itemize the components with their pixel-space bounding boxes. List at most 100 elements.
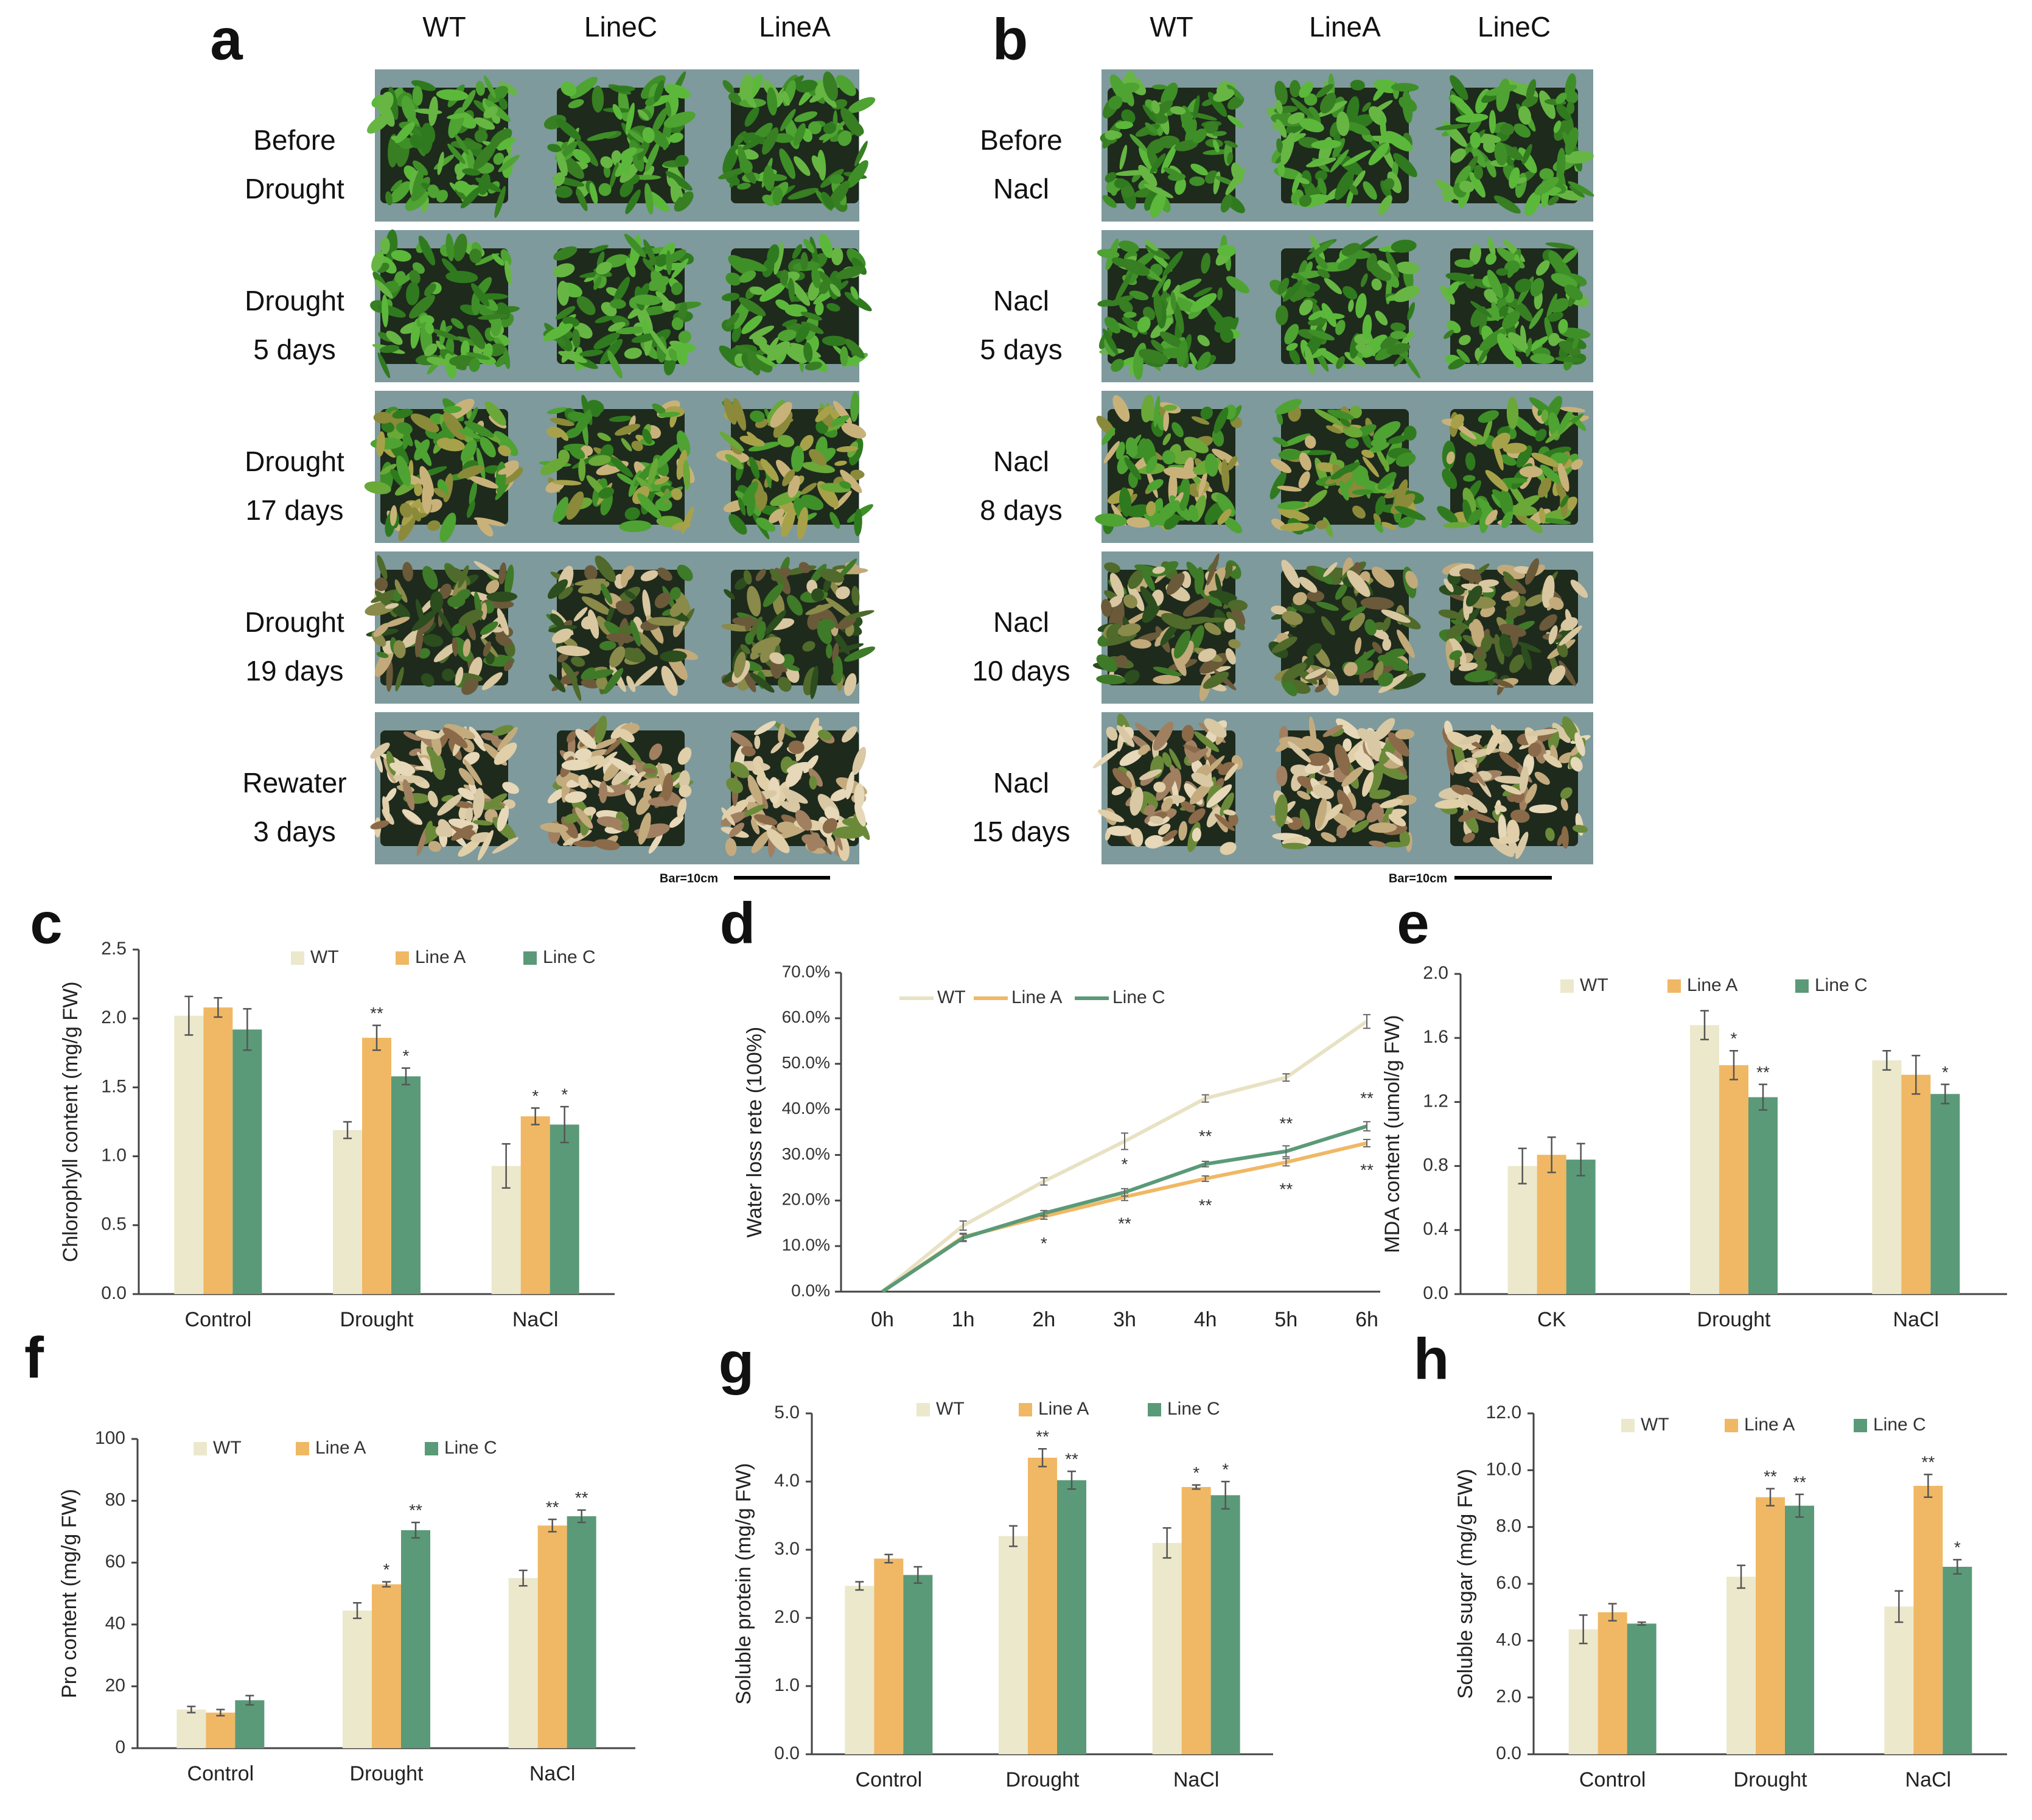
panel-letter-h: h: [1414, 1326, 1450, 1391]
bar: [1913, 1486, 1943, 1754]
leaf: [745, 96, 756, 108]
y-tick-label: 20.0%: [782, 1190, 830, 1209]
leaf: [380, 464, 397, 475]
row-label: Nacl: [993, 606, 1049, 638]
leaf: [831, 247, 843, 265]
leaf: [486, 591, 517, 602]
leaf: [728, 514, 747, 535]
bar: [362, 1037, 391, 1294]
leaf: [655, 254, 669, 267]
bar: [537, 1525, 567, 1748]
leaf: [425, 322, 435, 335]
legend-swatch: [523, 951, 537, 965]
leaf: [676, 449, 687, 480]
legend-swatch: [1560, 979, 1574, 993]
column-header-linea: LineA: [759, 11, 831, 43]
leaf: [722, 80, 735, 94]
y-tick-label: 1.0: [774, 1675, 800, 1695]
leaf: [797, 507, 808, 540]
leaf: [671, 258, 689, 279]
leaf: [439, 513, 456, 542]
x-tick-label: NaCl: [1905, 1768, 1952, 1791]
leaf: [481, 602, 487, 620]
leaf: [625, 189, 641, 214]
x-tick-label: 6h: [1355, 1308, 1378, 1331]
leaf: [839, 481, 851, 489]
legend-label: WT: [213, 1438, 242, 1458]
legend-label: Line A: [1011, 987, 1062, 1007]
leaf: [637, 493, 662, 519]
column-header-linea: LineA: [1309, 11, 1381, 43]
leaf: [453, 233, 467, 262]
row-label: Drought: [245, 606, 344, 638]
y-tick-label: 6.0: [1496, 1573, 1521, 1593]
leaf: [427, 184, 439, 198]
leaf: [731, 324, 741, 343]
x-tick-label: NaCl: [1893, 1308, 1939, 1331]
leaf: [473, 117, 495, 130]
y-tick-label: 2.0: [101, 1007, 127, 1027]
plant-pot: [1269, 399, 1426, 537]
leaf: [466, 352, 491, 360]
significance-mark: *: [1041, 1234, 1047, 1253]
leaf: [836, 265, 865, 279]
leaf: [374, 646, 394, 677]
significance-mark: **: [1199, 1127, 1212, 1146]
plant-pot: [543, 71, 696, 215]
leaf: [410, 135, 424, 149]
leaf: [581, 679, 601, 688]
leaf: [442, 411, 466, 440]
leaf: [800, 483, 817, 495]
leaf: [475, 80, 485, 96]
y-tick-label: 20: [105, 1675, 125, 1695]
significance-mark: **: [1360, 1160, 1374, 1179]
chart-g: g 0.0 1.0 2.0 3.0 4.0 5.0 Soluble protein (mg/g…: [719, 1330, 1273, 1791]
leaf: [844, 292, 872, 312]
y-axis-label: Water loss rete (100%): [743, 1027, 766, 1237]
leaf: [808, 121, 822, 135]
leaf: [438, 608, 453, 635]
significance-mark: *: [1731, 1029, 1737, 1048]
leaf: [749, 286, 765, 295]
leaf: [419, 315, 435, 325]
leaf: [840, 107, 862, 137]
panel-letter-f: f: [24, 1325, 44, 1390]
y-tick-label: 0: [115, 1737, 125, 1757]
leaf: [447, 595, 466, 608]
row-label: 5 days: [253, 334, 336, 365]
chart-d: d 0.0% 10.0% 20.0% 30.0% 40.0% 50.0% 60.0% 70.0%…: [720, 891, 1380, 1331]
leaf: [589, 182, 598, 205]
significance-mark: **: [1065, 1450, 1078, 1469]
leaf: [854, 508, 862, 536]
leaf: [466, 149, 476, 173]
row-label: 10 days: [972, 655, 1070, 687]
panel-letter-c: c: [30, 891, 62, 956]
leaf: [754, 735, 761, 749]
leaf: [436, 437, 465, 452]
leaf: [467, 407, 478, 425]
bar: [1901, 1074, 1931, 1294]
leaf: [809, 92, 825, 103]
leaf: [410, 413, 439, 433]
leaf: [738, 497, 746, 516]
leaf: [669, 177, 683, 198]
leaf: [761, 127, 779, 155]
leaf: [678, 331, 691, 344]
row-label: Before: [253, 124, 336, 156]
legend-label: Line A: [315, 1438, 366, 1458]
plant-pot: [546, 555, 699, 701]
leaf: [498, 82, 518, 95]
leaf: [382, 295, 389, 327]
leaf: [498, 562, 506, 584]
plant-pot: [1437, 396, 1590, 533]
x-tick-label: 3h: [1113, 1308, 1136, 1331]
leaf: [596, 615, 612, 636]
leaf: [655, 444, 679, 469]
significance-mark: *: [383, 1560, 390, 1579]
leaf: [596, 676, 608, 690]
legend-swatch: [1725, 1419, 1738, 1432]
plant-pot: [543, 233, 702, 379]
y-tick-label: 4.0: [774, 1471, 800, 1491]
leaf: [421, 129, 433, 155]
leaf: [450, 623, 466, 637]
